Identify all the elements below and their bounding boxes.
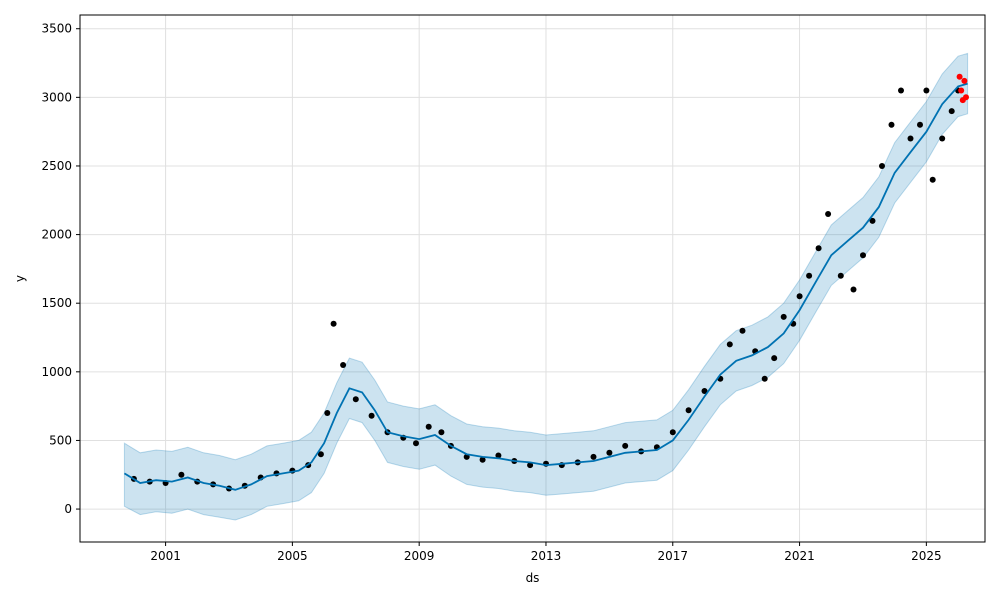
history-point (495, 452, 502, 459)
y-tick-label: 2500 (41, 159, 72, 173)
history-point (948, 108, 955, 115)
x-axis-label: ds (526, 571, 540, 585)
history-point (726, 341, 733, 348)
grid (80, 15, 985, 542)
uncertainty-band (123, 52, 969, 521)
history-point (739, 327, 746, 334)
history-point (825, 211, 832, 217)
x-tick-label: 2025 (911, 549, 942, 563)
forecast-line (123, 82, 968, 491)
recent-points (956, 73, 969, 104)
history-point (907, 135, 914, 142)
history-point (917, 121, 923, 128)
y-tick-label: 1500 (41, 296, 72, 310)
x-axis-ticks: 2001 2005 2009 2013 2017 2021 2025 (150, 542, 942, 563)
history-point (806, 272, 813, 279)
uncertainty-band-area (123, 52, 969, 521)
history-point (340, 362, 347, 368)
x-tick-label: 2001 (150, 549, 181, 563)
history-point (923, 87, 930, 94)
x-tick-label: 2009 (404, 549, 435, 563)
history-point (771, 355, 778, 362)
history-point (888, 121, 895, 128)
history-point (815, 245, 822, 252)
y-tick-label: 2000 (41, 228, 72, 242)
history-point (438, 429, 445, 436)
y-axis-ticks: 0 500 1000 1500 2000 2500 3000 3500 (41, 22, 80, 516)
history-point (685, 407, 692, 414)
history-point (368, 412, 375, 419)
history-point (837, 272, 844, 279)
history-point (463, 453, 470, 460)
history-point (425, 423, 432, 430)
history-point (479, 456, 486, 463)
plot-frame (79, 14, 986, 543)
historical-points (130, 87, 962, 492)
y-axis-label: y (13, 275, 27, 282)
history-point (780, 313, 787, 320)
y-tick-label: 3500 (41, 22, 72, 36)
forecast-line-path (123, 82, 968, 491)
x-tick-label: 2005 (277, 549, 308, 563)
history-point (669, 429, 676, 436)
x-tick-label: 2017 (657, 549, 688, 563)
history-point (929, 176, 936, 183)
history-point (178, 471, 185, 478)
y-tick-label: 500 (49, 433, 72, 447)
history-point (850, 286, 857, 293)
recent-point (963, 94, 969, 101)
history-point (527, 462, 534, 469)
y-tick-label: 1000 (41, 365, 72, 379)
history-point (324, 410, 331, 416)
history-point (330, 320, 337, 327)
y-tick-label: 0 (64, 502, 72, 516)
recent-point (958, 87, 965, 94)
history-point (761, 375, 768, 382)
recent-point (961, 77, 968, 84)
history-point (898, 87, 904, 94)
x-tick-label: 2013 (531, 549, 562, 563)
history-point (860, 252, 866, 259)
history-point (622, 442, 629, 449)
history-point (413, 440, 419, 447)
x-tick-label: 2021 (784, 549, 815, 563)
history-point (317, 451, 324, 458)
history-point (606, 449, 613, 456)
history-point (869, 217, 876, 224)
y-tick-label: 3000 (41, 90, 72, 104)
history-point (939, 135, 946, 142)
history-point (590, 453, 597, 460)
recent-point (956, 73, 963, 80)
history-point (879, 163, 885, 169)
history-point (796, 293, 803, 300)
history-point (352, 396, 359, 403)
history-point (701, 388, 708, 394)
